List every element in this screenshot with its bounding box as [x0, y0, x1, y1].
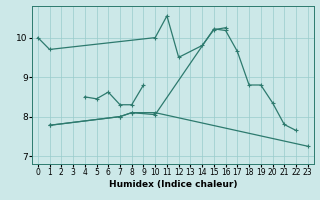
X-axis label: Humidex (Indice chaleur): Humidex (Indice chaleur) [108, 180, 237, 189]
